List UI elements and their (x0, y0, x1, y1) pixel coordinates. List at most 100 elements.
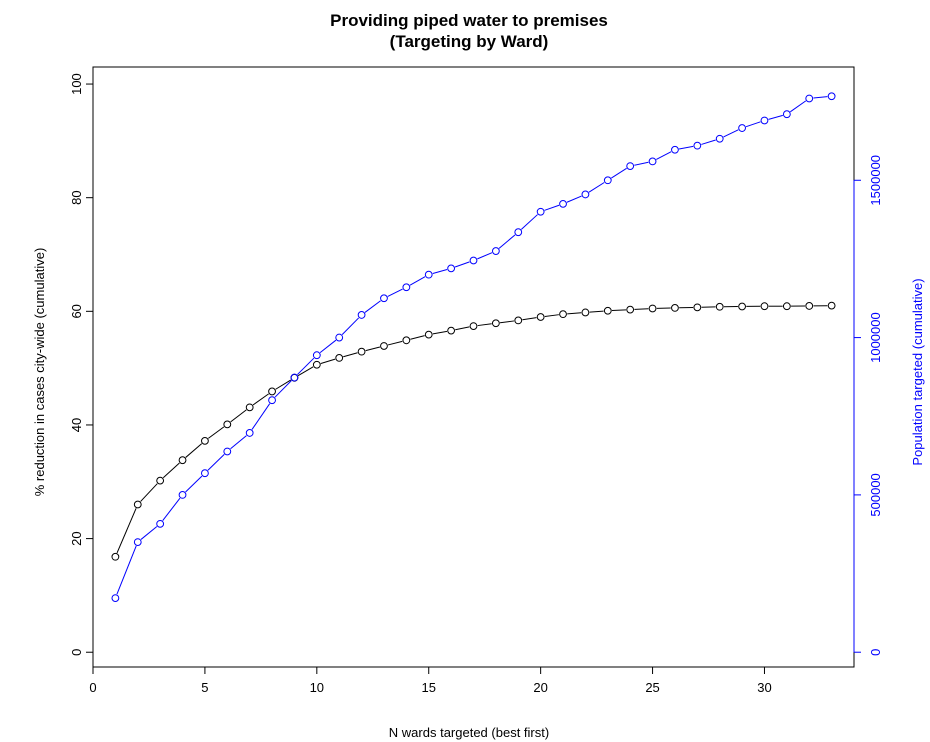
series-0-segment-22 (611, 309, 627, 312)
series-0-point-3 (178, 456, 187, 465)
series-0 (111, 301, 836, 561)
series-1-segment-27 (723, 129, 739, 138)
series-0-point-31 (805, 302, 814, 310)
series-0-segment-20 (567, 312, 582, 315)
series-1-point-11 (357, 311, 366, 319)
chart-subtitle: (Targeting by Ward) (390, 32, 549, 51)
y-axis-right: 0 500000 1000000 1500000 (853, 155, 883, 656)
series-0-segment-21 (589, 310, 604, 313)
series-0-point-14 (424, 330, 433, 339)
series-0-segment-10 (343, 352, 358, 358)
series-1-point-27 (715, 134, 724, 143)
series-1-segment-2 (162, 497, 181, 521)
series-0-segment-9 (320, 358, 336, 364)
series-0-point-26 (693, 303, 702, 312)
x-tick-label-0: 0 (89, 680, 96, 695)
x-tick-label-4: 20 (533, 680, 547, 695)
series-1-point-32 (827, 92, 836, 101)
y2-tick-label-2: 1000000 (868, 312, 883, 363)
series-1-segment-28 (745, 121, 761, 128)
y2-axis-label: Population targeted (cumulative) (910, 278, 925, 465)
series-1-point-25 (671, 145, 679, 154)
series-0-point-12 (380, 342, 388, 350)
series-0-point-18 (514, 316, 523, 325)
series-0-segment-18 (522, 317, 537, 321)
series-0-point-10 (335, 354, 344, 362)
series-1-point-2 (156, 519, 165, 528)
series-1-segment-26 (701, 139, 716, 145)
y-tick-label-2: 40 (69, 418, 84, 432)
series-0-point-28 (738, 302, 746, 311)
series-1-point-30 (782, 110, 791, 119)
y2-tick-label-1: 500000 (868, 473, 883, 516)
series-1-segment-17 (498, 234, 516, 249)
series-0-point-11 (357, 347, 366, 356)
series-1-point-16 (469, 256, 478, 265)
series-1-segment-13 (409, 276, 426, 286)
series-0-point-24 (648, 304, 657, 313)
series-0-point-20 (559, 310, 567, 319)
series-1-point-19 (536, 207, 545, 216)
series-0-segment-13 (410, 335, 425, 340)
series-1-segment-18 (521, 214, 538, 230)
x-tick-label-5: 25 (645, 680, 659, 695)
series-1-segment-7 (274, 380, 292, 398)
series-1-segment-22 (611, 167, 627, 179)
series-0-point-22 (603, 306, 612, 315)
series-1-point-4 (201, 469, 209, 478)
series-0-point-17 (491, 319, 500, 328)
series-1-segment-11 (364, 300, 381, 313)
y-tick-label-5: 100 (69, 73, 84, 95)
series-1-segment-1 (140, 526, 158, 540)
series-1-point-15 (447, 264, 456, 273)
series-0-point-29 (760, 302, 769, 311)
chart-title: Providing piped water to premises (330, 11, 608, 30)
y-tick-label-4: 80 (69, 190, 84, 204)
series-0-point-0 (111, 552, 120, 561)
series-1-segment-21 (588, 182, 605, 193)
x-axis-label: N wards targeted (best first) (389, 725, 549, 740)
series-0-segment-17 (499, 320, 515, 324)
series-0-segment-23 (634, 308, 649, 310)
series-0-point-27 (715, 302, 724, 311)
series-0-point-9 (312, 360, 321, 369)
series-0-point-30 (782, 302, 791, 311)
series-1-point-7 (268, 396, 276, 405)
series-1-segment-10 (341, 317, 359, 335)
series-1-point-3 (178, 490, 187, 499)
series-0-point-23 (626, 305, 635, 314)
y-tick-label-3: 60 (69, 304, 84, 318)
series-1-segment-19 (544, 204, 560, 211)
x-tick-label-1: 5 (201, 680, 208, 695)
series-1-segment-8 (297, 357, 315, 375)
series-0-point-4 (201, 436, 209, 445)
series-0-segment-19 (544, 314, 559, 317)
series-0-point-5 (223, 420, 232, 429)
series-0-segment-0 (116, 508, 137, 554)
series-1-point-5 (223, 447, 232, 456)
series-0-segment-15 (455, 326, 470, 331)
series-1-segment-9 (319, 339, 337, 353)
series-0-segment-8 (297, 366, 314, 377)
series-group (111, 92, 836, 602)
series-1-point-14 (424, 270, 433, 279)
series-1-segment-3 (185, 475, 203, 493)
series-0-segment-12 (387, 340, 403, 346)
series-1-segment-30 (790, 100, 807, 113)
series-1-segment-4 (207, 454, 225, 471)
series-1-point-28 (738, 124, 746, 132)
series-1-segment-14 (432, 269, 448, 275)
series-1-point-18 (514, 228, 523, 237)
series-1-point-22 (603, 176, 612, 185)
series-0-point-13 (402, 336, 411, 345)
series-0-point-15 (447, 326, 456, 335)
y2-tick-label-3: 1500000 (868, 155, 883, 206)
y2-tick-label-0: 0 (868, 649, 883, 656)
series-0-point-7 (268, 387, 276, 396)
series-1-segment-23 (634, 161, 649, 166)
series-1-point-13 (402, 283, 411, 292)
series-1-point-23 (626, 162, 635, 171)
series-0-segment-2 (162, 462, 180, 479)
series-0-segment-5 (230, 409, 247, 423)
